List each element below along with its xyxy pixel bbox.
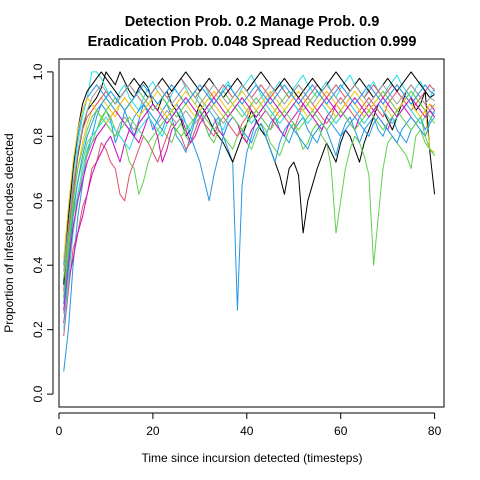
y-tick-label: 0.4 (31, 257, 45, 274)
series-line-13 (63, 103, 435, 330)
y-tick-label: 0.2 (31, 321, 45, 338)
chart-title-line-2: Eradication Prob. 0.048 Spread Reduction… (88, 34, 417, 50)
series-line-3 (63, 110, 436, 304)
series-line-14 (63, 97, 436, 311)
series-line-4 (63, 90, 436, 337)
series-line-1 (63, 103, 436, 372)
series-line-6 (63, 71, 436, 282)
series-line-7 (63, 90, 435, 298)
y-tick-label: 0.0 (31, 385, 45, 402)
x-tick-label: 20 (146, 424, 160, 438)
x-tick-label: 0 (56, 424, 63, 438)
series-line-11 (63, 90, 436, 298)
chart-series-group (63, 71, 436, 372)
plot-frame (58, 58, 445, 408)
x-axis-label: Time since incursion detected (timesteps… (142, 451, 363, 465)
series-line-17 (63, 84, 435, 304)
series-line-18 (63, 110, 436, 279)
chart-title-line-1: Detection Prob. 0.2 Manage Prob. 0.9 (125, 14, 380, 30)
series-line-15 (63, 84, 435, 272)
x-tick-label: 80 (428, 424, 442, 438)
series-line-5 (63, 103, 436, 324)
series-line-16 (63, 97, 435, 259)
series-line-2 (63, 71, 436, 298)
x-tick-label: 60 (334, 424, 348, 438)
y-tick-label: 0.8 (31, 128, 45, 145)
y-axis-label: Proportion of infested nodes detected (2, 133, 16, 332)
y-tick-label: 1.0 (31, 63, 45, 80)
y-tick-label: 0.6 (31, 192, 45, 209)
axes-group: 0 20 40 60 80 0.0 0.2 0.4 0.6 0.8 1.0 (31, 63, 442, 438)
x-tick-label: 40 (240, 424, 254, 438)
